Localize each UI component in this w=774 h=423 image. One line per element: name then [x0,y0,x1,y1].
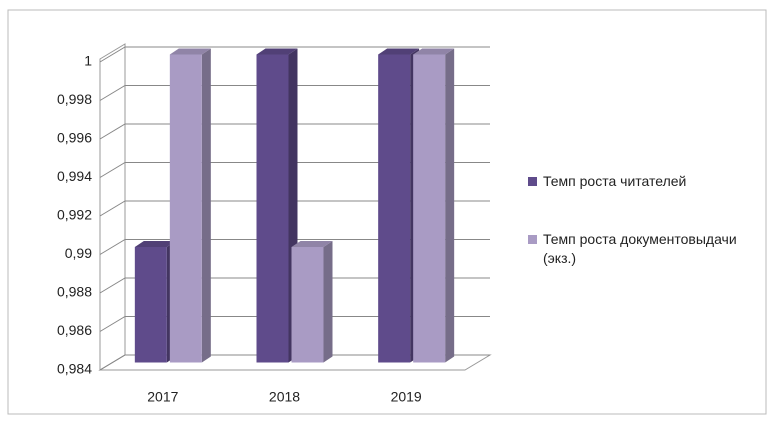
legend-swatch [528,235,537,244]
bar-side [201,48,211,363]
y-tick-label: 0,998 [57,91,92,107]
grid-line [99,316,490,332]
grid-line [99,239,490,255]
y-tick-label: 0,992 [57,207,92,223]
bar-top [413,48,455,55]
chart-border [7,9,767,415]
bar-top [169,48,211,55]
y-tick-label: 1 [84,53,92,69]
y-tick-label: 0,99 [65,245,92,261]
x-tick-label: 2018 [269,389,300,405]
y-tick-label: 0,996 [57,130,92,146]
bar-top [291,241,333,247]
grid-line [99,277,490,294]
y-tick-label: 0,984 [57,361,92,377]
grid-line [99,123,490,140]
bar-side [323,241,333,363]
y-tick-label: 0,986 [57,322,92,338]
x-tick-label: 2019 [391,389,422,405]
bar [378,54,411,363]
x-tick-label: 2017 [147,389,178,405]
bar-top [378,48,420,55]
legend-item: Темп роста читателей [528,172,763,191]
bar [256,54,289,363]
bar [291,247,324,363]
grid-line [99,85,490,101]
grid-line [99,200,490,217]
bar-side [445,48,455,363]
legend-label: Темп роста читателей [543,173,687,189]
legend-swatch [528,177,537,186]
legend-item: Темп роста документовыдачи (экз.) [528,230,763,268]
grid-line [99,162,490,178]
y-tick-label: 0,988 [57,284,92,300]
legend-label: Темп роста документовыдачи (экз.) [543,231,737,266]
grid-line [99,354,490,371]
y-tick-label: 0,994 [57,168,92,184]
bar [134,247,167,363]
bar-top [134,241,176,247]
bar [413,54,446,363]
bar [169,54,202,363]
bar-top [256,48,298,55]
grid-line [99,46,490,63]
